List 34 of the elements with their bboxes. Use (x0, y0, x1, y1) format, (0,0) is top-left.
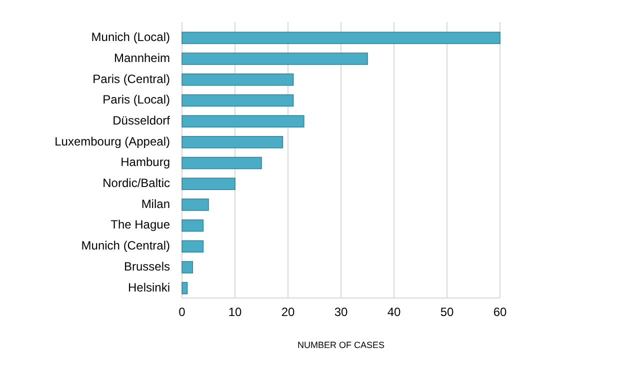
y-tick-label: Brussels (124, 259, 170, 274)
bar (182, 156, 262, 170)
y-tick-label: Düsseldorf (112, 113, 171, 128)
y-tick-label: Milan (141, 196, 170, 211)
y-tick-label: Munich (Central) (81, 238, 170, 253)
bar (182, 115, 304, 128)
x-tick-label: 10 (228, 305, 242, 319)
y-tick-label: Munich (Local) (91, 30, 170, 44)
x-tick-label: 60 (493, 305, 507, 319)
y-tick-label: Paris (Central) (92, 72, 170, 86)
bar (182, 136, 284, 148)
x-tick-label: 30 (334, 305, 348, 319)
y-tick-label: Helsinki (128, 280, 170, 294)
y-tick-label: Luxembourg (Appeal) (54, 134, 170, 148)
x-tick-label: 50 (440, 305, 454, 319)
x-tick-label: 20 (281, 305, 295, 319)
x-tick-label: 40 (387, 305, 401, 319)
y-tick-label: Paris (Local) (102, 92, 170, 107)
x-axis-title: NUMBER OF CASES (297, 340, 385, 350)
bar (182, 219, 204, 232)
y-tick-label: Mannheim (114, 50, 170, 65)
bar (182, 198, 209, 211)
x-tick-label: 0 (178, 305, 186, 319)
bar (182, 94, 294, 107)
bar (182, 32, 500, 44)
bar (182, 282, 188, 294)
bar (182, 52, 368, 65)
y-tick-label: Hamburg (120, 155, 170, 170)
bar (182, 73, 294, 86)
bar (182, 240, 204, 253)
bar (182, 178, 236, 190)
y-tick-label: The Hague (110, 218, 170, 232)
bar (182, 261, 193, 274)
y-tick-label: Nordic/Baltic (102, 176, 170, 190)
